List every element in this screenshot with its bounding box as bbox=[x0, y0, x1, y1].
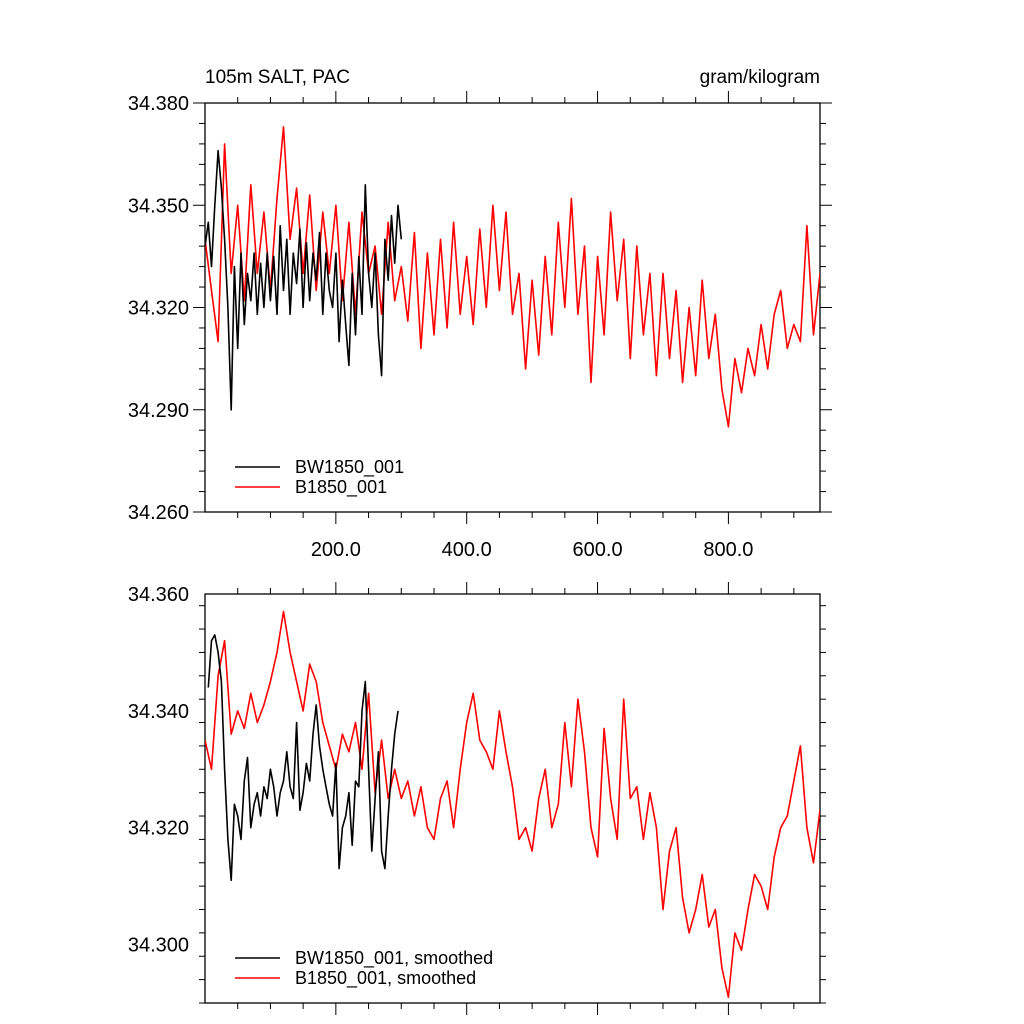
y-tick-label: 34.360 bbox=[128, 584, 189, 606]
bottom-panel: 34.300 34.320 34.340 34.360 BW1850_001, smoo… bbox=[128, 582, 826, 1015]
y-tick-label: 34.290 bbox=[128, 400, 189, 422]
chart-title-left: 105m SALT, PAC bbox=[205, 67, 350, 88]
y-tick-label: 34.320 bbox=[128, 818, 189, 840]
x-tick-label: 600.0 bbox=[573, 539, 623, 561]
series-line-b1850 bbox=[205, 610, 820, 999]
y-tick-label: 34.260 bbox=[128, 502, 189, 524]
x-tick-label: 200.0 bbox=[311, 539, 361, 561]
x-tick-label: 800.0 bbox=[703, 539, 753, 561]
chart-title-right: gram/kilogram bbox=[700, 67, 820, 88]
y-tick-label: 34.320 bbox=[128, 298, 189, 320]
series-line-bw1850 bbox=[207, 634, 399, 882]
y-tick-label: 34.300 bbox=[128, 935, 189, 957]
y-tick-label: 34.340 bbox=[128, 701, 189, 723]
plot-frame bbox=[204, 593, 821, 1004]
legend-label: BW1850_001, smoothed bbox=[295, 948, 493, 969]
y-tick-label: 34.380 bbox=[128, 93, 189, 115]
top-panel: 34.260 34.290 34.320 34.350 34.380 200.0 400.0… bbox=[128, 91, 832, 561]
legend-label: B1850_001, smoothed bbox=[295, 968, 476, 989]
legend-label: BW1850_001 bbox=[295, 457, 404, 478]
legend-label: B1850_001 bbox=[295, 477, 387, 498]
series-line-bw1850 bbox=[205, 149, 403, 411]
series-line-b1850 bbox=[205, 126, 820, 428]
x-tick-label: 400.0 bbox=[442, 539, 492, 561]
y-tick-label: 34.350 bbox=[128, 195, 189, 217]
